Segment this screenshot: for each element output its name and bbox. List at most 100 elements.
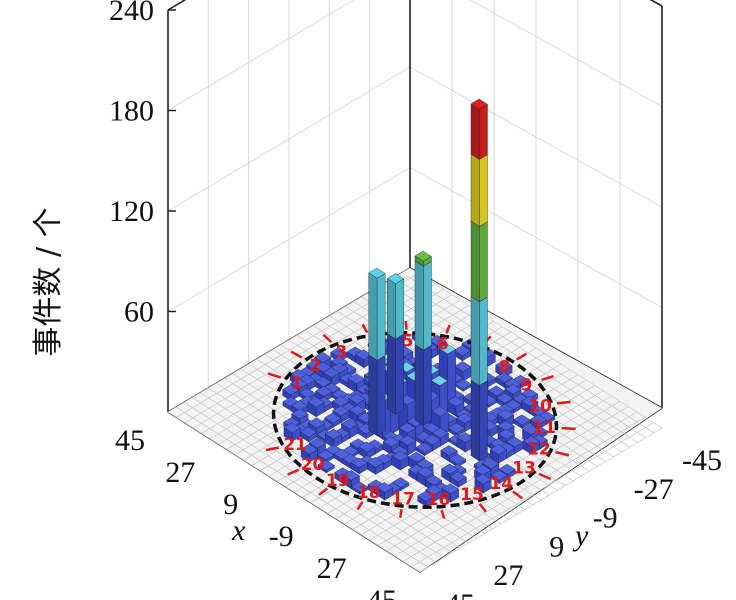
floor-gridline	[419, 427, 663, 573]
z-tick-label: 240	[109, 0, 154, 27]
bar-top	[300, 443, 318, 455]
bar-top	[447, 422, 466, 434]
ring-label: 10	[528, 396, 552, 416]
bar-top	[474, 464, 492, 476]
ring-label: 2	[309, 356, 321, 376]
small-bar	[441, 483, 460, 503]
bar-top	[283, 422, 301, 433]
bar-top	[490, 469, 508, 481]
ring-label: 15	[460, 485, 484, 505]
small-bar	[453, 345, 471, 362]
ring-tick	[267, 372, 282, 379]
ring-label: 5	[402, 331, 414, 351]
detector-ring: 123456789101112131415161718192021	[265, 320, 576, 519]
x-tick-label: 45	[367, 584, 397, 600]
small-bar	[455, 412, 474, 433]
ring-label: 6	[437, 335, 449, 355]
floor-gridline	[409, 267, 663, 429]
bar-top	[300, 426, 318, 438]
bar-top	[423, 434, 441, 446]
ring-label: 1	[291, 374, 303, 394]
bar-top	[308, 417, 326, 429]
tall-bar-segment	[368, 349, 386, 437]
x-tick-label: 27	[165, 456, 195, 489]
bar-top	[417, 490, 435, 502]
segment-box	[470, 98, 488, 160]
segment-box	[470, 149, 488, 227]
bar-top	[386, 273, 405, 284]
bar-top	[282, 384, 300, 396]
segment-box	[470, 291, 488, 386]
bar-top	[315, 385, 333, 397]
tall-bar-segment	[470, 375, 488, 462]
ring-tick	[556, 400, 571, 405]
bar-top	[431, 406, 449, 417]
y-tick-label: 45	[445, 588, 475, 600]
ring-label: 9	[521, 376, 533, 396]
bar-top	[358, 441, 376, 453]
small-bar	[300, 443, 318, 463]
bar-top	[430, 375, 448, 386]
ring-tick	[555, 450, 570, 457]
tall-bars	[368, 98, 488, 462]
ring-tick	[512, 490, 524, 500]
segment-box	[368, 349, 386, 437]
ring-tick	[322, 333, 333, 344]
bar-top	[324, 412, 342, 424]
small-bar	[324, 428, 343, 449]
bar-face	[479, 154, 488, 227]
bar-top	[414, 250, 432, 262]
z-tick-label: 60	[124, 296, 154, 329]
small-bar	[350, 457, 368, 475]
bar-top	[522, 424, 540, 435]
bar-top	[391, 450, 409, 462]
bar-face	[376, 355, 386, 436]
bar-top	[324, 428, 343, 440]
tall-bar-segment	[414, 255, 432, 351]
bar-top	[407, 451, 426, 463]
bar-top	[448, 453, 467, 465]
ring-label: 21	[283, 435, 307, 455]
ring-label: 19	[326, 471, 350, 491]
bar-face	[387, 333, 396, 415]
y-tick-label: 9	[549, 530, 564, 563]
tall-bar-segment	[470, 149, 488, 227]
small-bar	[317, 459, 335, 474]
ring-tick	[318, 487, 329, 496]
floor-gridline	[411, 422, 654, 567]
segment-box	[470, 216, 488, 303]
bar-top	[438, 343, 457, 355]
bar-top	[495, 372, 513, 383]
bar-top	[416, 466, 434, 478]
bar-top	[441, 483, 460, 494]
bar-top	[495, 360, 513, 371]
ring-tick	[265, 446, 280, 452]
bar-top	[348, 393, 366, 405]
bar-top	[489, 444, 508, 455]
bar-top	[314, 352, 332, 363]
small-bar	[300, 426, 318, 443]
bar-top	[398, 422, 417, 434]
bar-top	[307, 396, 325, 408]
segment-box	[414, 255, 432, 351]
small-bar	[317, 449, 335, 464]
bar-top	[368, 267, 386, 279]
bar-top	[520, 388, 539, 399]
small-bar	[449, 471, 467, 488]
ring-label: 8	[499, 358, 511, 378]
z-tick-label: 120	[109, 195, 154, 228]
tall-bar	[414, 250, 432, 426]
bar-top	[399, 435, 417, 446]
small-bar	[415, 442, 433, 457]
bar-top	[498, 463, 516, 475]
tick-labels: 6012018024045279-9274545279-9-27-45xy事件数…	[31, 0, 722, 600]
bar-top	[522, 435, 540, 447]
bar-top	[521, 395, 539, 407]
bar-top	[504, 383, 522, 395]
ring-tick	[287, 468, 300, 476]
tall-bar-segment	[386, 328, 405, 415]
y-tick-label: -45	[682, 444, 722, 477]
bar-face	[395, 278, 404, 340]
ring-tick	[538, 472, 552, 481]
bar-face	[479, 221, 488, 303]
